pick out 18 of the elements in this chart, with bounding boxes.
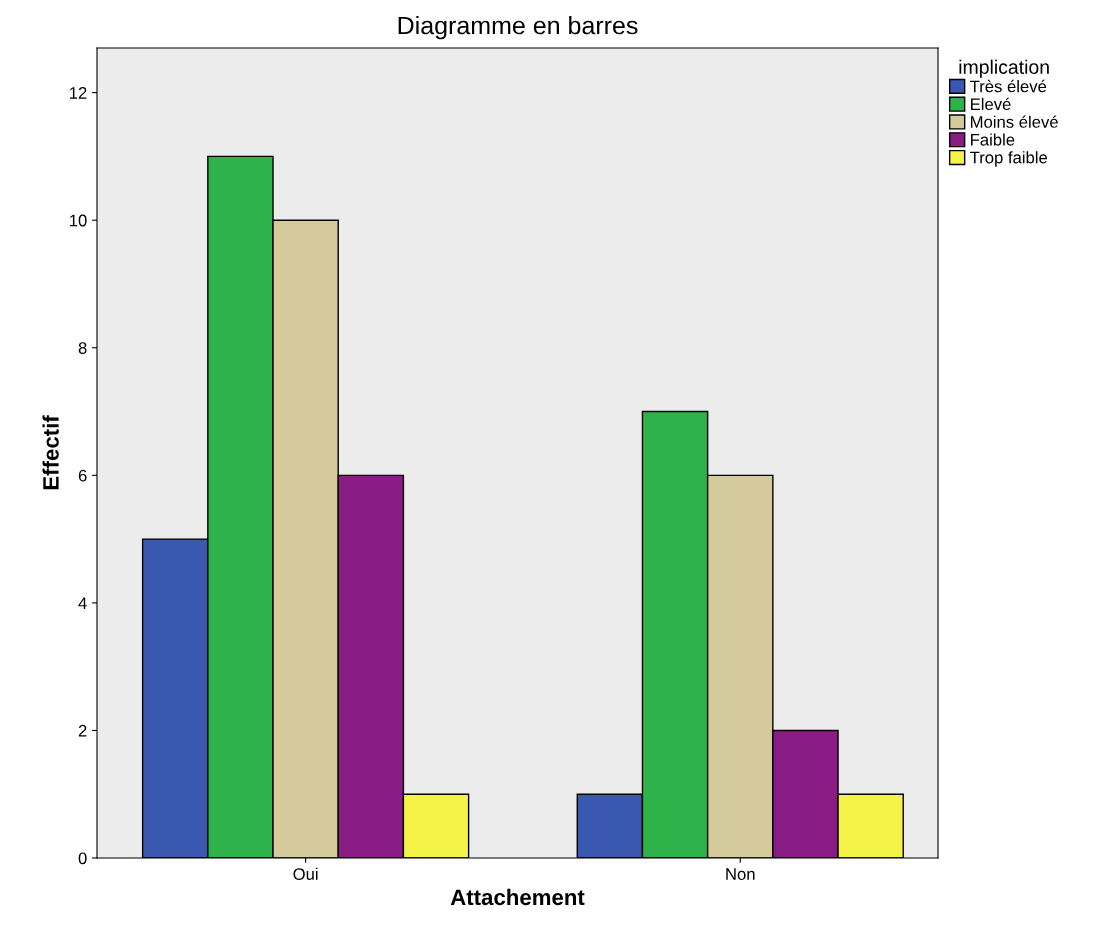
legend-label: Moins élevé	[971, 115, 1058, 128]
y-tick-label: 6	[78, 469, 87, 482]
x-tick-label: Non	[726, 868, 755, 880]
y-tick-label: 8	[78, 342, 87, 354]
y-tick-label: 2	[78, 724, 87, 737]
legend-label: Elevé	[971, 97, 1011, 111]
y-tick-label: 4	[78, 597, 87, 609]
y-axis-title: Effectif	[42, 415, 59, 490]
legend-label: Trop faible	[970, 151, 1048, 167]
y-tick-label: 12	[70, 87, 87, 99]
x-tick-label: Oui	[293, 867, 318, 880]
legend-title: implication	[959, 59, 1049, 78]
y-tick-label: 0	[78, 852, 87, 865]
x-axis-title: Attachement	[450, 888, 585, 906]
y-tick-label: 10	[70, 214, 87, 227]
legend-label: Faible	[971, 133, 1015, 146]
chart-title: Diagramme en barres	[398, 15, 638, 40]
legend-label: Très élevé	[970, 79, 1047, 93]
